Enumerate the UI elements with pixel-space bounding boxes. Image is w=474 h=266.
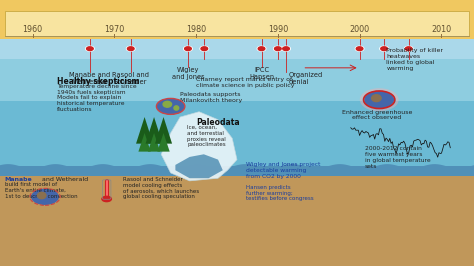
Ellipse shape — [372, 95, 381, 102]
Circle shape — [102, 196, 111, 202]
Circle shape — [32, 189, 58, 204]
Text: Rasool and
Schneider: Rasool and Schneider — [112, 72, 149, 85]
Circle shape — [258, 47, 265, 51]
Polygon shape — [136, 117, 153, 144]
Bar — [0, 0, 474, 59]
Text: 1970: 1970 — [104, 25, 125, 34]
Circle shape — [185, 47, 191, 51]
Text: Ice, ocean,
and terrestial
proxies reveal
paleoclimates: Ice, ocean, and terrestial proxies revea… — [187, 125, 226, 147]
Text: Enhanced greenhouse
effect observed: Enhanced greenhouse effect observed — [342, 110, 412, 120]
Text: Probabilty of killer
heatwaves
linked to global
warming: Probabilty of killer heatwaves linked to… — [386, 48, 444, 71]
Text: IPCC
Hansen: IPCC Hansen — [249, 67, 274, 80]
Bar — [0, 166, 474, 176]
Circle shape — [404, 46, 413, 51]
Polygon shape — [155, 117, 172, 144]
Polygon shape — [0, 164, 474, 176]
Text: build first model of
Earth's entire climate,
1st to describe convection: build first model of Earth's entire clim… — [5, 182, 77, 199]
Circle shape — [200, 46, 209, 51]
Text: 2010: 2010 — [431, 25, 451, 34]
Text: Manabe: Manabe — [5, 177, 33, 182]
Circle shape — [86, 46, 94, 51]
Circle shape — [157, 99, 184, 114]
Bar — [0, 0, 474, 176]
Polygon shape — [175, 154, 223, 178]
Circle shape — [283, 47, 289, 51]
Circle shape — [87, 47, 93, 51]
Text: Manabe and
Wetherald: Manabe and Wetherald — [69, 72, 110, 85]
Text: Hansen predicts
further warming;
testifies before congress: Hansen predicts further warming; testifi… — [246, 185, 314, 201]
Text: Charney report marks entry of
climate science in public policy: Charney report marks entry of climate sc… — [196, 77, 295, 88]
Ellipse shape — [37, 192, 46, 199]
Circle shape — [128, 47, 134, 51]
Text: Healthy skepticism: Healthy skepticism — [57, 77, 139, 86]
Text: 2000-2012 contain
five warmest years
in global temperature
sets: 2000-2012 contain five warmest years in … — [365, 146, 430, 169]
Circle shape — [380, 46, 388, 51]
Polygon shape — [148, 133, 160, 152]
Circle shape — [405, 47, 412, 51]
Bar — [0, 0, 474, 101]
Text: Temperature decline since
1940s fuels skepticism
Models fail to explain
historic: Temperature decline since 1940s fuels sk… — [57, 84, 137, 112]
Ellipse shape — [174, 106, 179, 110]
Polygon shape — [0, 167, 474, 266]
Circle shape — [356, 47, 363, 51]
Text: Paleodata supports
Milankovitch theory: Paleodata supports Milankovitch theory — [180, 92, 242, 103]
Text: Wigley and Jones project
detectable warming
from CO2 by 2000: Wigley and Jones project detectable warm… — [246, 162, 321, 179]
Text: Paleodata: Paleodata — [197, 118, 240, 127]
Ellipse shape — [163, 101, 172, 107]
Text: 1960: 1960 — [23, 25, 43, 34]
Text: Organized
denial: Organized denial — [288, 72, 323, 85]
Circle shape — [257, 46, 266, 51]
Polygon shape — [157, 133, 170, 152]
Text: 2000: 2000 — [349, 25, 370, 34]
Circle shape — [365, 92, 393, 108]
Text: Wigley
and Jones: Wigley and Jones — [172, 67, 204, 80]
Bar — [0, 176, 474, 266]
Circle shape — [274, 47, 281, 51]
Circle shape — [127, 46, 135, 51]
Circle shape — [273, 46, 282, 51]
Circle shape — [282, 46, 290, 51]
Polygon shape — [146, 117, 163, 144]
Circle shape — [184, 46, 192, 51]
Circle shape — [381, 47, 387, 51]
Polygon shape — [161, 112, 237, 181]
Circle shape — [201, 47, 208, 51]
Bar — [0, 0, 474, 39]
FancyBboxPatch shape — [5, 11, 469, 36]
Text: Rasool and Schneider
model cooling effects
of aerosols, which launches
global co: Rasool and Schneider model cooling effec… — [123, 177, 200, 199]
Polygon shape — [138, 133, 151, 152]
Circle shape — [356, 46, 364, 51]
Text: and Wetherald: and Wetherald — [40, 177, 89, 182]
Text: 1990: 1990 — [268, 25, 288, 34]
Text: 1980: 1980 — [186, 25, 206, 34]
